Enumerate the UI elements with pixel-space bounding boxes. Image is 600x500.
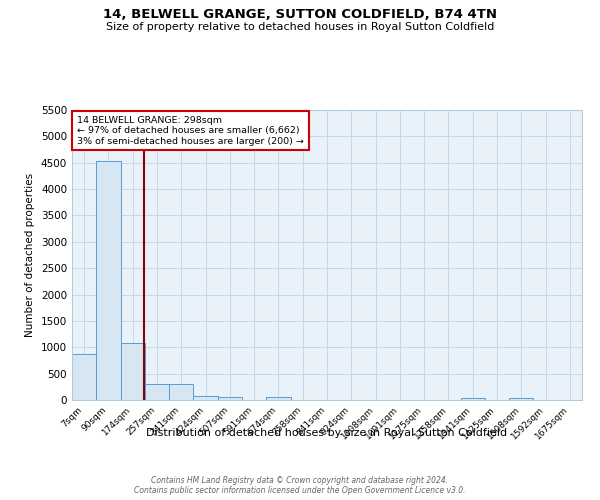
Y-axis label: Number of detached properties: Number of detached properties [25,173,35,337]
Bar [96,161,121,400]
Bar [169,384,193,400]
Text: 14, BELWELL GRANGE, SUTTON COLDFIELD, B74 4TN: 14, BELWELL GRANGE, SUTTON COLDFIELD, B7… [103,8,497,20]
Bar [509,398,533,400]
Bar [121,344,145,400]
Text: Contains HM Land Registry data © Crown copyright and database right 2024.
Contai: Contains HM Land Registry data © Crown c… [134,476,466,495]
Bar [218,397,242,400]
Text: Distribution of detached houses by size in Royal Sutton Coldfield: Distribution of detached houses by size … [146,428,508,438]
Bar [266,398,290,400]
Bar [193,396,218,400]
Text: 14 BELWELL GRANGE: 298sqm
← 97% of detached houses are smaller (6,662)
3% of sem: 14 BELWELL GRANGE: 298sqm ← 97% of detac… [77,116,304,146]
Bar [72,354,96,400]
Bar [461,398,485,400]
Text: Size of property relative to detached houses in Royal Sutton Coldfield: Size of property relative to detached ho… [106,22,494,32]
Bar [145,384,169,400]
